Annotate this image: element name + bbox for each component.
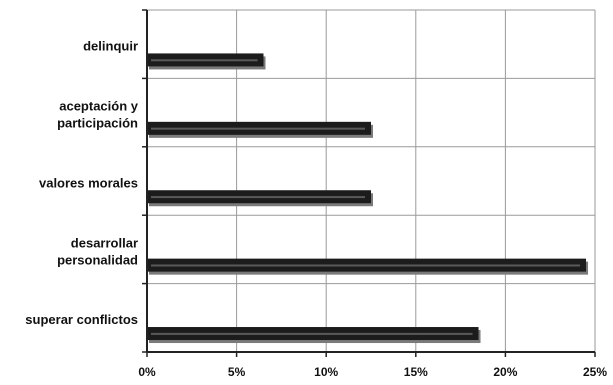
gridlines bbox=[147, 9, 596, 352]
category-label: personalidad bbox=[57, 252, 138, 267]
bar-texture bbox=[151, 127, 365, 130]
x-tick-label: 15% bbox=[404, 365, 428, 379]
bar-texture bbox=[151, 59, 258, 62]
bar-texture bbox=[151, 196, 365, 199]
category-label: valores morales bbox=[39, 175, 138, 190]
category-label: aceptación y bbox=[59, 98, 139, 113]
x-tick-label: 0% bbox=[138, 365, 156, 379]
category-label: delinquir bbox=[83, 39, 138, 54]
category-label: desarrollar bbox=[71, 235, 138, 250]
category-labels: delinquir aceptación y participación valore… bbox=[25, 39, 138, 328]
bar-texture bbox=[151, 332, 473, 335]
x-tick-label: 25% bbox=[583, 365, 607, 379]
category-label: participación bbox=[57, 115, 138, 130]
category-label: superar conflictos bbox=[25, 312, 138, 327]
tick-labels: 0% 5% 10% 15% 20% 25% bbox=[138, 365, 607, 379]
x-tick-label: 5% bbox=[228, 365, 246, 379]
bars bbox=[147, 53, 589, 344]
x-tick-label: 10% bbox=[314, 365, 338, 379]
bar-texture bbox=[151, 264, 581, 267]
x-tick-label: 20% bbox=[493, 365, 517, 379]
axes bbox=[142, 9, 596, 357]
